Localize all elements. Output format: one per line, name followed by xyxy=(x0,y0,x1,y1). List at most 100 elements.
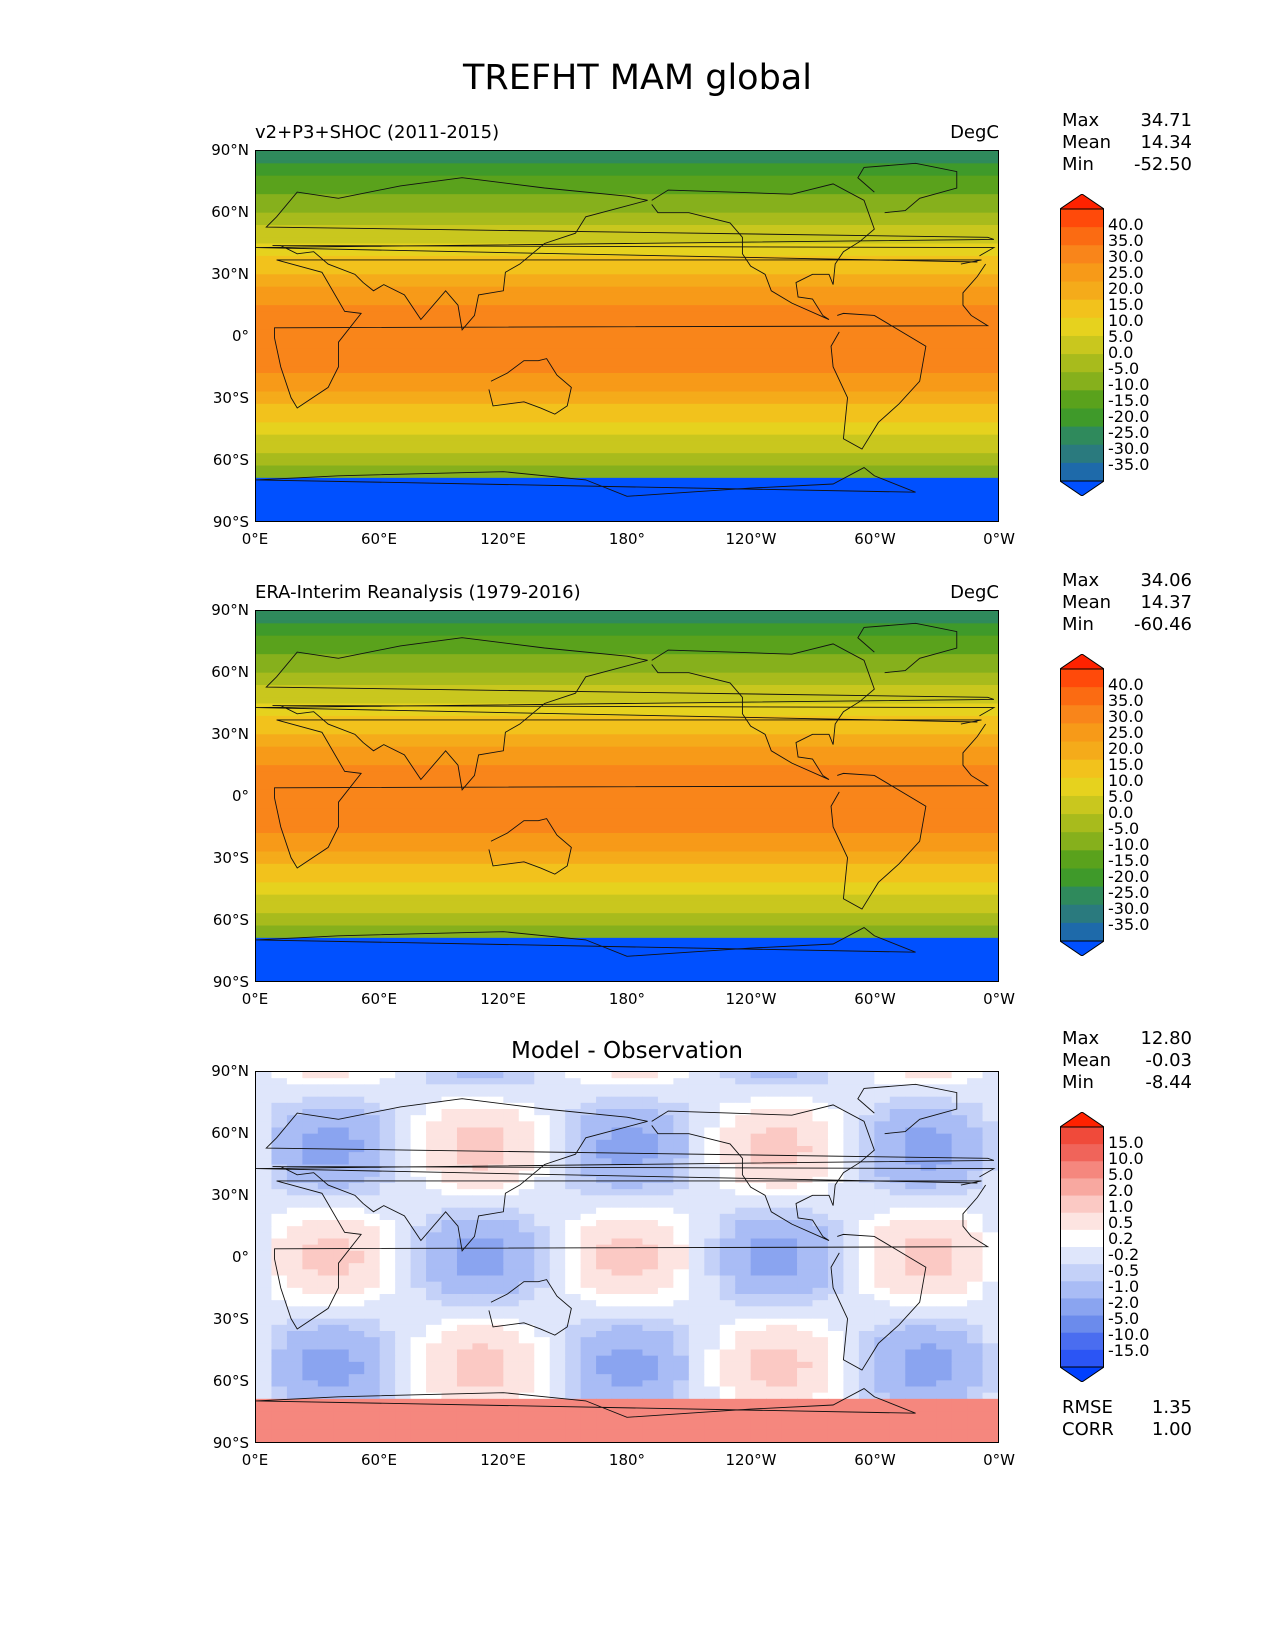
field-cell xyxy=(719,1380,736,1388)
field-band xyxy=(256,876,998,883)
field-cell xyxy=(843,1349,860,1357)
field-cell xyxy=(256,1392,273,1400)
field-cell xyxy=(766,1090,783,1098)
field-cell xyxy=(611,1343,628,1351)
field-cell xyxy=(271,1287,288,1295)
field-band xyxy=(256,765,998,772)
field-cell xyxy=(688,1096,705,1104)
field-cell xyxy=(395,1392,412,1400)
field-cell xyxy=(967,1423,984,1431)
field-cell xyxy=(426,1343,443,1351)
field-cell xyxy=(472,1386,489,1394)
field-cell xyxy=(580,1287,597,1295)
field-cell xyxy=(704,1324,721,1332)
field-cell xyxy=(827,1398,845,1406)
field-cell xyxy=(256,1318,273,1326)
field-cell xyxy=(889,1102,906,1110)
field-cell xyxy=(781,1337,798,1344)
field-cell xyxy=(580,1226,597,1233)
field-cell xyxy=(503,1078,520,1085)
field-cell xyxy=(936,1127,953,1135)
field-cell xyxy=(580,1220,597,1227)
field-cell xyxy=(843,1392,860,1400)
field-cell xyxy=(642,1411,659,1418)
field-cell xyxy=(410,1146,427,1153)
colorbar-tick-label: -0.2 xyxy=(1108,1245,1140,1264)
field-cell xyxy=(549,1078,566,1085)
field-cell xyxy=(657,1318,674,1326)
map-field-model xyxy=(256,151,998,521)
field-cell xyxy=(348,1337,365,1344)
field-cell xyxy=(766,1417,783,1425)
field-cell xyxy=(920,1176,937,1184)
field-cell xyxy=(982,1226,998,1233)
field-cell xyxy=(967,1361,984,1369)
field-cell xyxy=(627,1368,644,1375)
field-cell xyxy=(920,1109,937,1116)
field-cell xyxy=(503,1195,520,1203)
field-cell xyxy=(410,1368,427,1375)
field-cell xyxy=(518,1423,535,1431)
field-cell xyxy=(364,1263,381,1270)
field-cell xyxy=(843,1096,860,1104)
field-cell xyxy=(920,1189,937,1196)
lon-tick-label: 0°E xyxy=(241,990,269,1008)
field-cell xyxy=(256,1312,273,1320)
field-cell xyxy=(441,1417,458,1425)
field-cell xyxy=(518,1152,535,1159)
field-cell xyxy=(348,1121,365,1129)
field-cell xyxy=(812,1244,829,1252)
field-cell xyxy=(487,1220,504,1227)
field-cell xyxy=(302,1102,319,1110)
field-cell xyxy=(673,1158,690,1166)
field-cell xyxy=(766,1337,783,1344)
field-cell xyxy=(704,1392,721,1400)
field-cell xyxy=(951,1392,968,1400)
field-cell xyxy=(426,1361,443,1369)
field-cell xyxy=(580,1423,597,1431)
field-cell xyxy=(827,1084,845,1092)
field-cell xyxy=(518,1380,535,1388)
field-cell xyxy=(843,1324,860,1332)
field-cell xyxy=(286,1349,303,1357)
field-cell xyxy=(333,1220,350,1227)
field-cell xyxy=(348,1244,365,1252)
field-cell xyxy=(441,1257,458,1264)
field-cell xyxy=(936,1084,953,1092)
field-cell xyxy=(286,1146,303,1153)
field-cell xyxy=(750,1250,767,1258)
field-cell xyxy=(271,1392,288,1400)
field-cell xyxy=(688,1257,705,1264)
field-cell xyxy=(982,1355,998,1363)
field-cell xyxy=(812,1423,829,1431)
field-cell xyxy=(936,1324,953,1332)
field-cell xyxy=(487,1386,504,1394)
field-cell xyxy=(936,1139,953,1147)
field-cell xyxy=(982,1312,998,1320)
field-cell xyxy=(781,1078,798,1085)
field-cell xyxy=(920,1312,937,1320)
field-cell xyxy=(936,1250,953,1258)
field-cell xyxy=(750,1411,767,1418)
field-cell xyxy=(704,1250,721,1258)
field-cell xyxy=(843,1269,860,1277)
field-cell xyxy=(719,1146,736,1153)
field-cell xyxy=(286,1244,303,1252)
map-model xyxy=(255,150,999,522)
field-cell xyxy=(410,1300,427,1307)
field-cell xyxy=(719,1300,736,1307)
field-cell xyxy=(889,1275,906,1283)
lat-tick-label: 0° xyxy=(231,787,249,805)
lon-tick-label: 120°E xyxy=(480,1451,526,1469)
field-cell xyxy=(812,1170,829,1178)
field-cell xyxy=(905,1139,922,1147)
field-cell xyxy=(688,1176,705,1184)
field-cell xyxy=(379,1078,396,1085)
field-cell xyxy=(627,1213,644,1221)
field-cell xyxy=(967,1139,984,1147)
field-cell xyxy=(951,1312,968,1320)
field-cell xyxy=(503,1115,520,1122)
field-cell xyxy=(889,1355,906,1363)
field-cell xyxy=(456,1392,474,1400)
field-cell xyxy=(797,1423,814,1431)
